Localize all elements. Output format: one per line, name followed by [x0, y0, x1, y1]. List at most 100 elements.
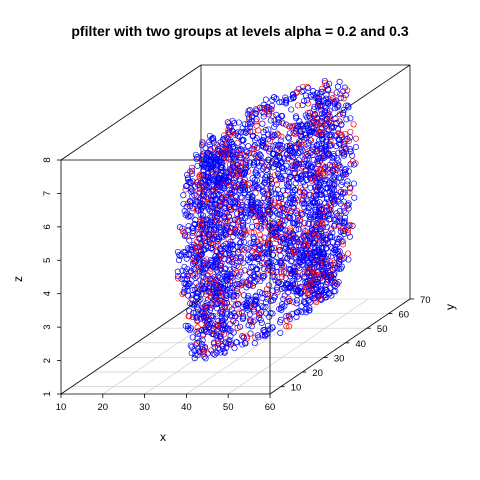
data-point — [277, 174, 284, 181]
data-point — [217, 246, 224, 253]
data-point — [308, 128, 315, 135]
data-point — [316, 174, 323, 181]
data-point — [347, 185, 354, 192]
data-point — [227, 278, 234, 285]
data-point — [207, 261, 214, 269]
data-point — [237, 258, 244, 265]
data-point — [310, 176, 317, 183]
data-point — [290, 93, 298, 100]
data-point — [195, 311, 202, 318]
data-point — [217, 229, 224, 236]
data-point — [194, 207, 202, 214]
data-point — [239, 202, 246, 209]
data-point — [270, 190, 277, 198]
data-point — [316, 169, 323, 177]
data-point — [300, 298, 308, 305]
data-point — [253, 298, 260, 305]
data-point — [201, 353, 208, 360]
data-point — [199, 337, 206, 344]
data-point — [199, 196, 206, 203]
data-point — [305, 139, 312, 146]
data-point — [194, 179, 201, 186]
data-point — [206, 207, 213, 215]
data-point — [286, 298, 293, 305]
data-point — [323, 137, 330, 144]
data-point — [257, 316, 264, 323]
box-edge — [60, 298, 202, 395]
data-point — [233, 210, 241, 217]
data-point — [304, 156, 311, 163]
data-point — [244, 168, 251, 175]
box-edge — [269, 298, 411, 395]
data-point — [247, 190, 254, 197]
data-point — [234, 165, 241, 172]
data-point — [260, 101, 267, 108]
data-point — [279, 204, 286, 211]
data-point — [211, 351, 218, 358]
data-point — [255, 153, 262, 160]
data-point — [308, 164, 315, 171]
data-point — [190, 309, 197, 316]
data-point — [262, 290, 269, 297]
data-point — [299, 271, 306, 278]
data-point — [231, 200, 239, 207]
data-point — [177, 253, 184, 260]
data-point — [335, 193, 342, 200]
data-point — [351, 194, 358, 201]
data-point — [338, 238, 345, 245]
data-point — [200, 184, 207, 191]
data-point — [288, 152, 295, 159]
data-point — [318, 296, 325, 303]
data-point — [323, 92, 330, 99]
data-point — [286, 315, 294, 322]
data-point — [208, 245, 215, 252]
data-point — [321, 172, 328, 179]
data-point — [204, 296, 211, 303]
data-point — [191, 220, 198, 227]
data-point — [277, 137, 284, 144]
data-point — [341, 227, 348, 234]
data-point — [261, 266, 268, 273]
data-point — [326, 179, 333, 186]
data-point — [236, 177, 243, 184]
data-point — [291, 130, 298, 138]
data-point — [243, 304, 250, 312]
data-point — [213, 174, 220, 181]
data-point — [318, 88, 325, 96]
data-point — [206, 277, 213, 284]
data-point — [199, 212, 207, 219]
data-point — [270, 251, 277, 259]
data-point — [345, 137, 352, 144]
data-point — [232, 255, 240, 262]
data-point — [289, 154, 297, 161]
z-tick-label: 5 — [42, 258, 53, 263]
data-point — [193, 329, 200, 336]
y-tick-label: 50 — [377, 324, 388, 335]
data-point — [246, 159, 253, 166]
data-point — [234, 162, 241, 169]
box-edge — [269, 64, 411, 161]
data-point — [301, 299, 308, 306]
data-point — [286, 195, 294, 202]
data-point — [278, 270, 285, 277]
data-point — [252, 254, 259, 261]
data-point — [207, 290, 214, 297]
data-point — [292, 226, 300, 233]
data-point — [292, 187, 299, 194]
data-point — [186, 327, 193, 334]
data-point — [340, 220, 348, 227]
data-point — [285, 175, 293, 183]
data-point — [281, 292, 288, 299]
data-point — [300, 160, 307, 167]
data-point — [233, 184, 240, 191]
data-point — [328, 132, 335, 139]
data-point — [267, 137, 274, 144]
data-point — [199, 309, 206, 316]
data-point — [234, 301, 241, 308]
data-point — [291, 200, 298, 207]
data-point — [265, 208, 272, 215]
data-point — [346, 184, 353, 191]
data-point — [237, 243, 244, 250]
data-point — [206, 285, 213, 292]
data-point — [248, 204, 255, 211]
